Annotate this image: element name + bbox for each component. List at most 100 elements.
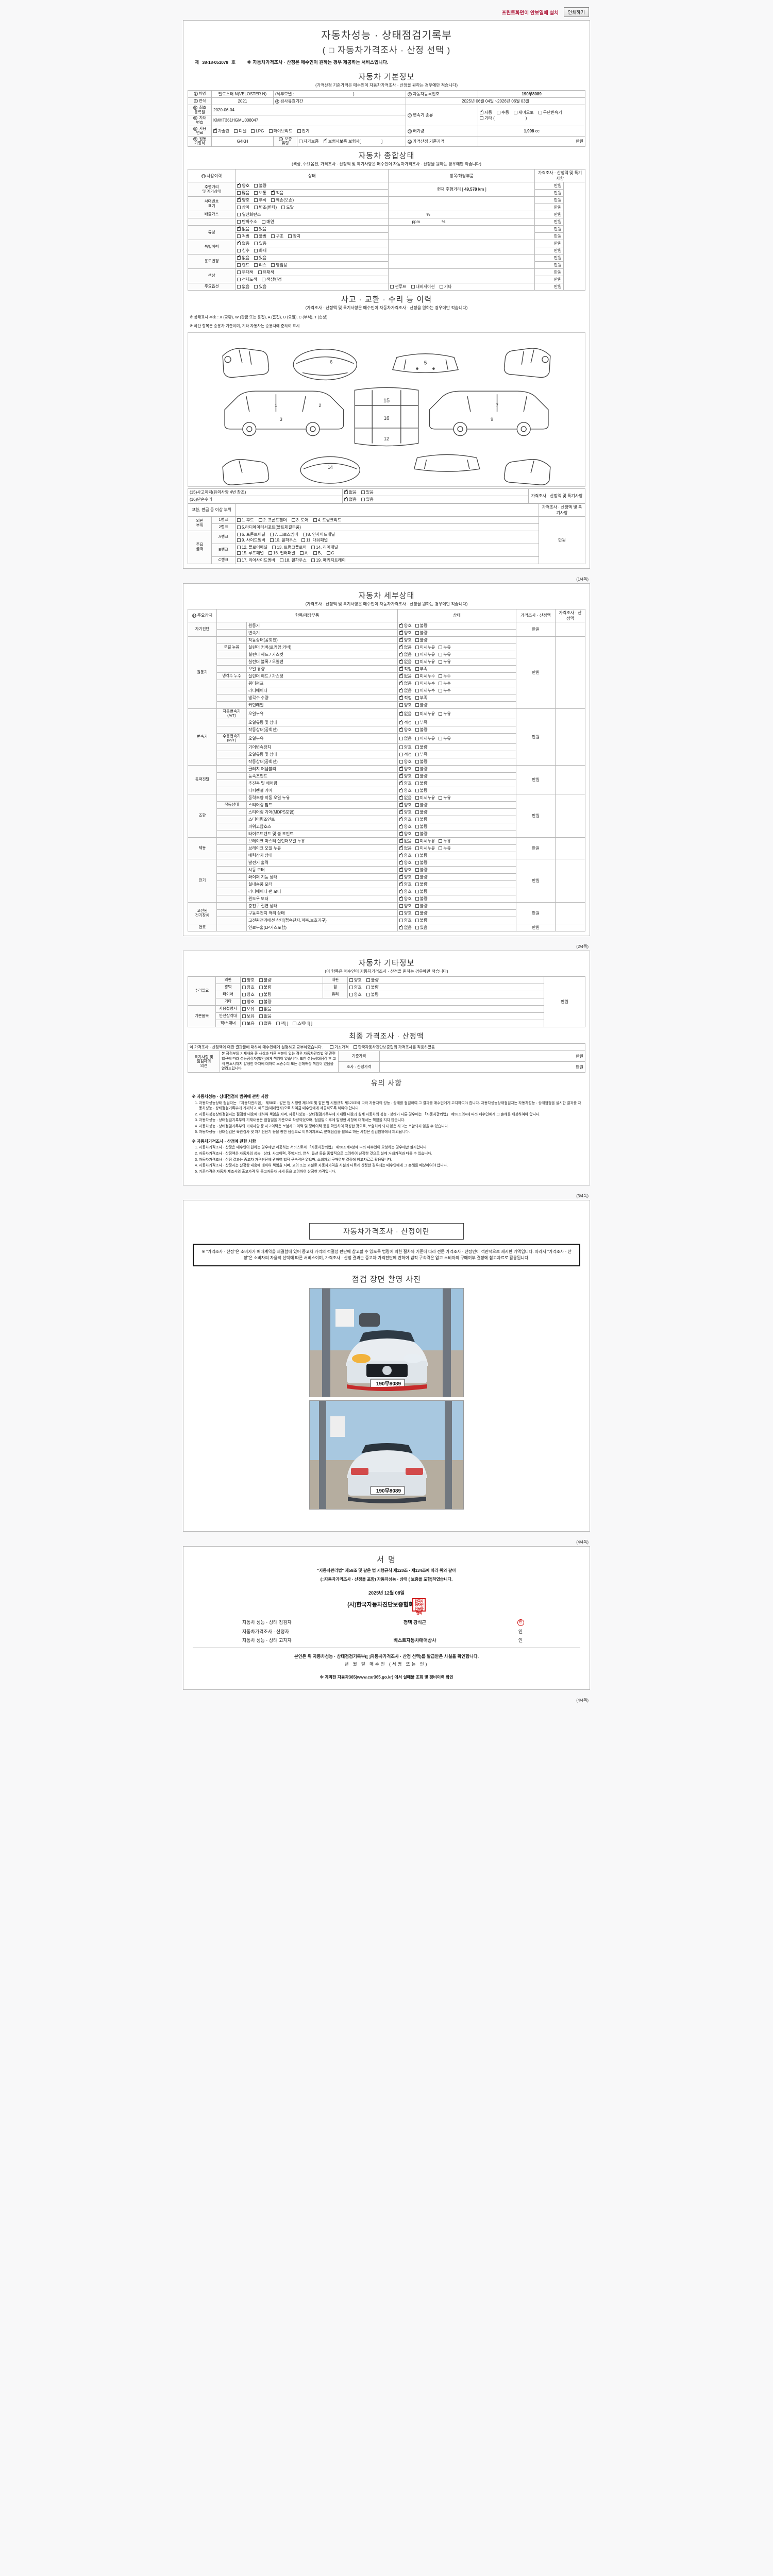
checkbox-icon[interactable] xyxy=(237,518,241,522)
opt-양호[interactable]: 양호 xyxy=(399,622,412,629)
opt-few[interactable]: 적음 xyxy=(271,190,283,196)
opt-미세누수[interactable]: 미세누수 xyxy=(415,673,435,679)
checkbox-icon[interactable] xyxy=(480,116,484,120)
checkbox-icon[interactable] xyxy=(297,129,301,133)
opt-없음[interactable]: 없음 xyxy=(399,710,412,717)
part-front-fender[interactable]: 2. 프론트팬더 xyxy=(258,517,287,523)
opt-미세누수[interactable]: 미세누수 xyxy=(415,681,435,686)
opt-good[interactable]: 양호 xyxy=(349,992,362,997)
checkbox-icon[interactable] xyxy=(415,904,419,908)
opt-exists[interactable]: 있음 xyxy=(254,284,266,290)
checkbox-icon[interactable] xyxy=(497,110,501,114)
checkbox-icon[interactable] xyxy=(323,138,327,143)
checkbox-icon[interactable] xyxy=(237,206,241,209)
checkbox-icon[interactable] xyxy=(399,838,403,843)
checkbox-icon[interactable] xyxy=(415,919,419,922)
checkbox-icon[interactable] xyxy=(399,794,403,800)
opt-exists[interactable]: 있음 xyxy=(254,255,266,261)
part-pillar-b[interactable]: B, xyxy=(313,551,322,555)
checkbox-icon[interactable] xyxy=(399,802,403,807)
checkbox-icon[interactable] xyxy=(288,234,292,238)
trans-option-manual[interactable]: 수동 xyxy=(497,110,509,115)
checkbox-icon[interactable] xyxy=(237,532,241,536)
opt-양호[interactable]: 양호 xyxy=(399,918,412,923)
checkbox-icon[interactable] xyxy=(271,263,275,267)
checkbox-icon[interactable] xyxy=(415,868,419,872)
checkbox-icon[interactable] xyxy=(237,551,241,555)
checkbox-icon[interactable] xyxy=(415,774,419,778)
opt-none[interactable]: 없음 xyxy=(344,489,357,495)
opt-불량[interactable]: 불량 xyxy=(415,744,427,750)
opt-불량[interactable]: 불량 xyxy=(415,853,427,858)
opt-누유[interactable]: 누유 xyxy=(439,659,451,665)
checkbox-icon[interactable] xyxy=(242,1007,246,1011)
checkbox-icon[interactable] xyxy=(415,789,419,792)
opt-양호[interactable]: 양호 xyxy=(399,766,412,772)
opt-normal[interactable]: 보통 xyxy=(254,190,266,196)
opt-device[interactable]: 장치 xyxy=(288,233,300,239)
opt-good[interactable]: 양호 xyxy=(237,197,249,203)
opt-부족[interactable]: 부족 xyxy=(415,695,427,701)
opt-양호[interactable]: 양호 xyxy=(399,802,412,808)
checkbox-icon[interactable] xyxy=(349,993,353,996)
checkbox-icon[interactable] xyxy=(415,681,419,685)
opt-hc[interactable]: 탄화수소 xyxy=(237,219,257,225)
opt-불량[interactable]: 불량 xyxy=(415,637,427,643)
checkbox-icon[interactable] xyxy=(415,818,419,821)
opt-different[interactable]: 상이 xyxy=(237,205,249,210)
checkbox-icon[interactable] xyxy=(538,110,542,114)
opt-양호[interactable]: 양호 xyxy=(399,852,412,858)
part-rear-panel[interactable]: 14. 리어패널 xyxy=(311,545,338,550)
checkbox-icon[interactable] xyxy=(399,719,403,724)
opt-full-paint[interactable]: 전체도색 xyxy=(237,277,257,282)
part-hood[interactable]: 1. 후드 xyxy=(237,517,254,523)
checkbox-icon[interactable] xyxy=(399,710,403,716)
checkbox-icon[interactable] xyxy=(259,1022,263,1025)
checkbox-icon[interactable] xyxy=(293,1022,297,1025)
opt-없음[interactable]: 없음 xyxy=(399,845,412,851)
opt-exists[interactable]: 있음 xyxy=(254,241,266,246)
opt-미세누유[interactable]: 미세누유 xyxy=(415,659,435,665)
checkbox-icon[interactable] xyxy=(366,978,370,982)
checkbox-icon[interactable] xyxy=(242,986,246,989)
opt-illegal[interactable]: 불법 xyxy=(254,233,266,239)
checkbox-icon[interactable] xyxy=(254,234,258,238)
checkbox-icon[interactable] xyxy=(415,760,419,764)
opt-damage[interactable]: 훼손(오손) xyxy=(271,197,294,203)
checkbox-icon[interactable] xyxy=(254,242,258,245)
opt-good[interactable]: 양호 xyxy=(349,985,362,990)
opt-none[interactable]: 없음 xyxy=(237,284,249,290)
opt-불량[interactable]: 불량 xyxy=(415,824,427,829)
part-radiator-support[interactable]: 5.라디에이터서포트(볼트체결부품) xyxy=(237,524,301,530)
part-wheel-house-rear[interactable]: 18. 휠하우스 xyxy=(280,557,307,563)
opt-누유[interactable]: 누유 xyxy=(439,652,451,657)
opt-불량[interactable]: 불량 xyxy=(415,831,427,837)
opt-누유[interactable]: 누유 xyxy=(439,845,451,851)
opt-양호[interactable]: 양호 xyxy=(399,630,412,636)
opt-누유[interactable]: 누유 xyxy=(439,711,451,717)
checkbox-icon[interactable] xyxy=(415,846,419,850)
opt-양호[interactable]: 양호 xyxy=(399,910,412,916)
checkbox-icon[interactable] xyxy=(415,674,419,678)
opt-have[interactable]: 보유 xyxy=(242,1021,255,1026)
opt-legal[interactable]: 적법 xyxy=(237,233,249,239)
checkbox-icon[interactable] xyxy=(415,745,419,749)
checkbox-icon[interactable] xyxy=(439,659,443,664)
opt-fire[interactable]: 화재 xyxy=(254,248,266,253)
opt-불량[interactable]: 불량 xyxy=(415,802,427,808)
opt-good[interactable]: 양호 xyxy=(242,977,255,983)
checkbox-icon[interactable] xyxy=(271,190,275,195)
checkbox-icon[interactable] xyxy=(399,780,403,785)
warranty-option-insurance[interactable]: 보험사보증 보험사[] xyxy=(323,138,382,144)
checkbox-icon[interactable] xyxy=(399,809,403,814)
opt-불량[interactable]: 불량 xyxy=(415,903,427,909)
checkbox-icon[interactable] xyxy=(399,703,403,707)
checkbox-icon[interactable] xyxy=(439,285,443,289)
checkbox-icon[interactable] xyxy=(439,839,443,843)
opt-누수[interactable]: 누수 xyxy=(439,673,451,679)
opt-미세누유[interactable]: 미세누유 xyxy=(415,736,435,741)
checkbox-icon[interactable] xyxy=(480,109,483,114)
part-package-tray[interactable]: 19. 패키지트레이 xyxy=(311,557,346,563)
opt-lease[interactable]: 리스 xyxy=(254,262,266,268)
opt-불량[interactable]: 불량 xyxy=(415,918,427,923)
